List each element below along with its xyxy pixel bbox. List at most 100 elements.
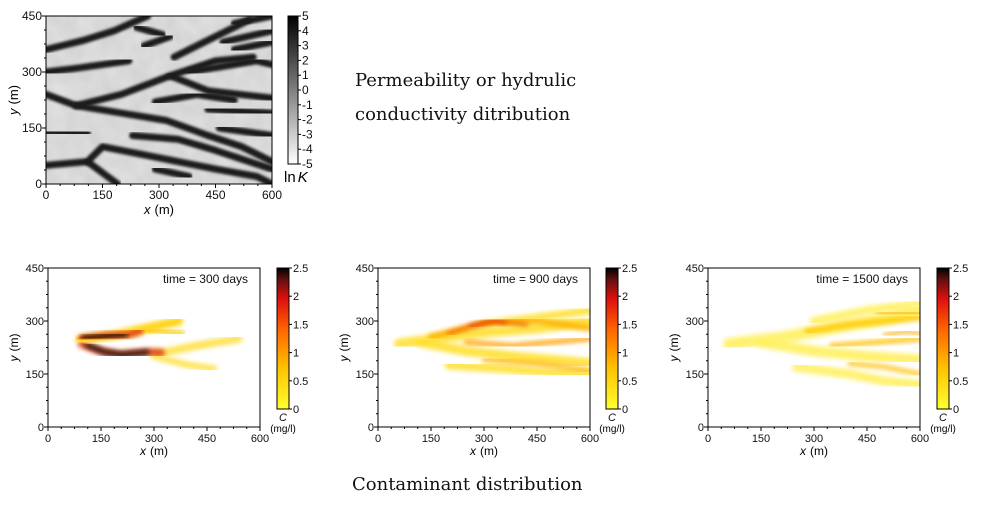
high-permeability-channel: [46, 57, 133, 76]
contaminant-plume: [150, 353, 218, 372]
y-tick-label: 150: [26, 369, 44, 381]
y-axis-label: y(m): [7, 334, 21, 363]
contaminant-plume: [150, 334, 243, 359]
colorbar-label: C: [279, 412, 287, 424]
high-permeability-channel: [151, 90, 238, 106]
contaminant-plume: [80, 331, 129, 341]
y-tick-label: 150: [686, 369, 704, 381]
contaminant-plume: [84, 342, 150, 358]
high-permeability-channel: [185, 57, 272, 76]
panel-t300: time = 300 days 0 150 300 450 600 0 150 300 450 x(…: [7, 263, 308, 458]
x-tick-label: 0: [705, 433, 711, 445]
colorbar-tick-label: 0: [293, 404, 299, 416]
contaminant-plume: [829, 336, 920, 349]
colorbar-tick-label: -4: [302, 142, 313, 156]
colorbar-tick-label: 0.5: [622, 376, 637, 388]
x-axis-label: x (m): [139, 444, 168, 458]
x-tick-label: 150: [92, 433, 110, 445]
colorbar-tick-label: 1: [953, 348, 959, 360]
colorbar-tick-label: 3: [302, 39, 309, 53]
colorbar-tick-label: 2: [622, 291, 628, 303]
contaminant-plume: [804, 314, 920, 335]
colorbar: [276, 267, 290, 410]
x-tick-label: 600: [262, 188, 282, 202]
high-permeability-channel: [140, 33, 174, 50]
time-annotation: time = 1500 days: [816, 272, 908, 286]
high-permeability-channel: [215, 124, 272, 139]
colorbar-label: C: [939, 412, 947, 424]
high-permeability-channel: [46, 16, 152, 54]
colorbar-tick-label: 1.5: [293, 319, 308, 331]
high-permeability-channel: [204, 105, 272, 117]
contaminant-plume: [144, 326, 186, 337]
heatmap-field: [708, 268, 920, 427]
x-tick-label: 0: [43, 188, 50, 202]
y-tick-label: 450: [356, 263, 374, 275]
x-tick-label: 450: [858, 433, 876, 445]
x-tick-label: 150: [752, 433, 770, 445]
colorbar-label: C: [608, 412, 616, 424]
colorbar-unit: (mg/l): [599, 424, 625, 435]
high-permeability-channel: [219, 27, 272, 46]
x-tick-label: 300: [149, 188, 169, 202]
x-tick-label: 300: [805, 433, 823, 445]
colorbar-tick-label: 4: [302, 24, 309, 38]
colorbar-unit: (mg/l): [930, 424, 956, 435]
contaminant-plume: [809, 299, 920, 326]
y-tick-label: 450: [22, 9, 42, 23]
high-permeability-channel: [230, 16, 272, 27]
y-tick-label: 0: [698, 422, 704, 434]
heatmap-field: [46, 16, 272, 184]
y-tick-label: 0: [368, 422, 374, 434]
colorbar-tick-label: 2.5: [293, 263, 308, 275]
time-annotation: time = 900 days: [493, 272, 578, 286]
contaminant-plume: [444, 360, 590, 379]
colorbar-tick-label: 2: [293, 291, 299, 303]
colorbar: [936, 267, 950, 410]
x-axis-label: x (m): [143, 202, 174, 217]
contaminant-plume: [463, 336, 590, 349]
high-permeability-channel: [170, 16, 253, 61]
colorbar-tick-label: 1.5: [622, 319, 637, 331]
panel-t900: time = 900 days 0 150 300 450 600 0 150 300 450 x(…: [337, 263, 637, 458]
y-tick-label: 300: [686, 316, 704, 328]
y-axis-label: y(m): [6, 85, 21, 116]
colorbar: [287, 15, 299, 165]
y-tick-label: 150: [356, 369, 374, 381]
y-tick-label: 300: [356, 316, 374, 328]
y-axis-label: y(m): [337, 334, 351, 363]
y-tick-label: 300: [22, 65, 42, 79]
x-tick-label: 0: [375, 433, 381, 445]
y-tick-label: 450: [686, 263, 704, 275]
x-tick-label: 300: [145, 433, 163, 445]
colorbar-unit: (mg/l): [270, 424, 296, 435]
high-permeability-channel: [230, 38, 272, 54]
y-tick-label: 300: [26, 316, 44, 328]
x-tick-label: 300: [475, 433, 493, 445]
colorbar-tick-label: -1: [302, 98, 313, 112]
contaminant-plume: [755, 336, 920, 366]
x-tick-label: 600: [581, 433, 599, 445]
x-tick-label: 150: [422, 433, 440, 445]
heatmap-field: [378, 268, 590, 427]
colorbar-tick-label: 1.5: [953, 319, 968, 331]
colorbar-tick-label: 2.5: [622, 263, 637, 275]
contaminant-plume: [415, 337, 590, 369]
colorbar-tick-label: 2.5: [953, 263, 968, 275]
colorbar-label: ln K: [284, 169, 309, 186]
colorbar-tick-label: 0.5: [953, 376, 968, 388]
colorbar-tick-label: 1: [293, 348, 299, 360]
panel-t1500: time = 1500 days 0 150 300 450 600 0 150 300 450 x…: [667, 263, 968, 458]
colorbar-tick-label: -2: [302, 113, 313, 127]
colorbar-tick-label: 0.5: [293, 376, 308, 388]
contaminant-plume: [468, 319, 507, 328]
permeability-caption-line2: conductivity ditribution: [355, 104, 571, 125]
contaminant-plume: [875, 310, 920, 316]
high-permeability-channel: [166, 72, 272, 102]
high-permeability-channel: [151, 165, 193, 180]
contaminant-plume: [481, 357, 590, 373]
high-permeability-channel: [72, 102, 272, 166]
colorbar-tick-label: 1: [622, 348, 628, 360]
y-tick-label: 0: [38, 422, 44, 434]
